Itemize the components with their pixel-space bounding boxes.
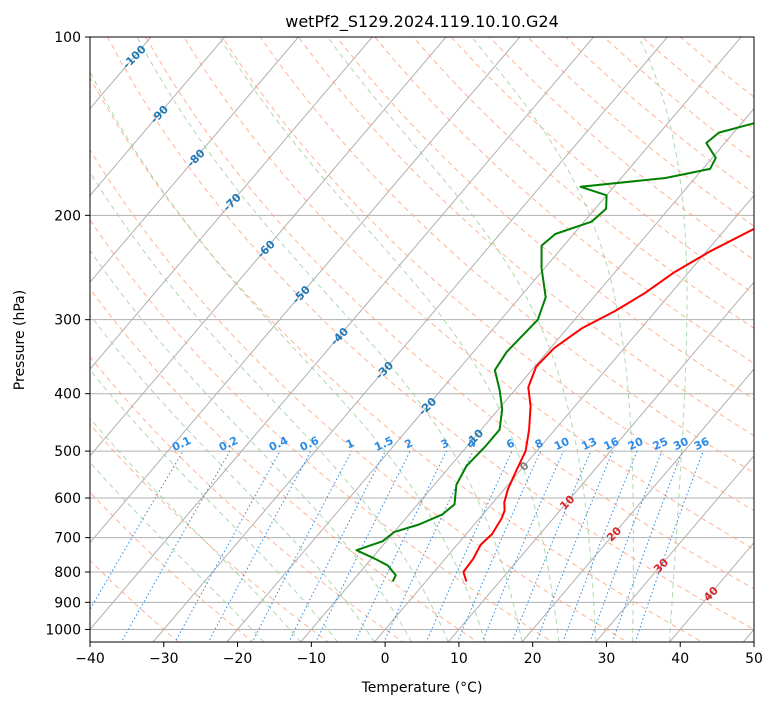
isotherm-line [226,37,742,642]
moist-adiabat-line [218,37,560,642]
dry-adiabat-line [259,37,754,474]
moist-adiabat-line [638,37,688,642]
moist-adiabat-line [327,37,597,642]
x-tick-label: −10 [297,651,327,667]
y-tick-label: 100 [54,30,81,46]
dry-adiabat-line [145,37,754,590]
y-tick-label: 400 [54,387,81,403]
mixing-ratio-line [354,450,447,642]
x-tick-label: −20 [223,651,253,667]
mixing-ratio-line [207,450,312,642]
isotherm-line [595,455,754,642]
plot-frame [89,36,755,643]
isotherm-line [521,368,754,642]
dry-adiabat-line [90,559,180,642]
y-tick-label: 800 [54,565,81,581]
moist-adiabat-line [90,368,338,642]
mixing-ratio-label: 25 [651,435,670,453]
isotherm-line [447,281,754,642]
moist-adiabat-line [90,249,412,642]
isotherm-line [90,37,226,197]
moist-adiabat-line [90,417,302,642]
moist-adiabat-line [90,171,449,642]
moist-adiabat-line [136,37,523,642]
mixing-ratio-line [481,450,564,642]
x-tick-label: 30 [598,651,616,667]
mixing-ratio-label: 20 [626,435,646,453]
y-axis-title: Pressure (hPa) [12,290,28,390]
mixing-ratio-line [425,450,513,642]
y-tick-label: 1000 [45,622,81,638]
mixing-ratio-label: 30 [671,435,691,453]
moist-adiabat-line [90,70,486,642]
dry-adiabat-line [90,76,704,642]
dry-adiabat-line [90,219,554,642]
dewpoint-profile [355,122,754,582]
y-tick-label: 200 [54,208,81,224]
series-lines [355,122,754,582]
isotherm-line [90,37,595,631]
y-tick-label: 600 [54,491,81,507]
mixing-ratio-line [456,450,542,642]
dry-adiabat-line [412,37,754,329]
isotherm-line [90,37,447,457]
dry-adiabat-line [90,423,329,642]
dry-adiabat-line [221,37,754,512]
y-tick-label: 300 [54,313,81,329]
x-axis-title: Temperature (°C) [361,680,483,696]
x-tick-label: −30 [149,651,179,667]
isotherm-line [90,37,521,544]
mixing-ratio-line [511,450,592,642]
mixing-ratio-label: 10 [552,435,572,453]
dry-adiabat-line [90,491,254,642]
x-axis: −40 −30 −20 −10 0 10 20 30 40 50 [75,642,763,667]
temperature-profile [462,227,754,582]
background-lines [90,37,754,642]
isotherm-line [90,37,300,284]
mixing-ratio-label: 13 [580,435,599,453]
x-tick-label: 40 [671,651,689,667]
mixing-ratio-label: 16 [602,435,622,453]
mixing-ratio-line [174,450,281,642]
isotherm-line [90,37,373,370]
isotherm-line [373,194,754,642]
x-tick-label: −40 [75,651,105,667]
x-tick-label: 10 [450,651,468,667]
y-tick-label: 900 [54,595,81,611]
mixing-ratio-label: 36 [692,435,712,453]
mixing-ratio-line [634,450,704,642]
y-tick-label: 700 [54,531,81,547]
x-tick-label: 20 [524,651,542,667]
dry-adiabat-line [90,356,404,642]
isotherm-line [668,541,754,642]
x-tick-label: 50 [745,651,763,667]
chart-title: wetPf2_S129.2024.119.10.10.G24 [285,12,559,32]
y-axis: 100 200 300 400 500 600 700 800 900 1000 [45,30,90,638]
x-tick-label: 0 [381,651,390,667]
y-tick-label: 500 [54,444,81,460]
mixing-ratio-line [251,450,353,642]
moist-adiabat-line [471,37,634,642]
mixing-ratio-line [120,450,231,642]
dry-adiabat-line [90,288,479,642]
isotherm-line [300,107,754,642]
isotherm-line [152,37,669,642]
moist-adiabat-line [90,461,265,642]
dry-adiabat-line [90,148,629,642]
mixing-ratio-line [90,450,184,611]
dry-adiabat-line [335,37,754,400]
